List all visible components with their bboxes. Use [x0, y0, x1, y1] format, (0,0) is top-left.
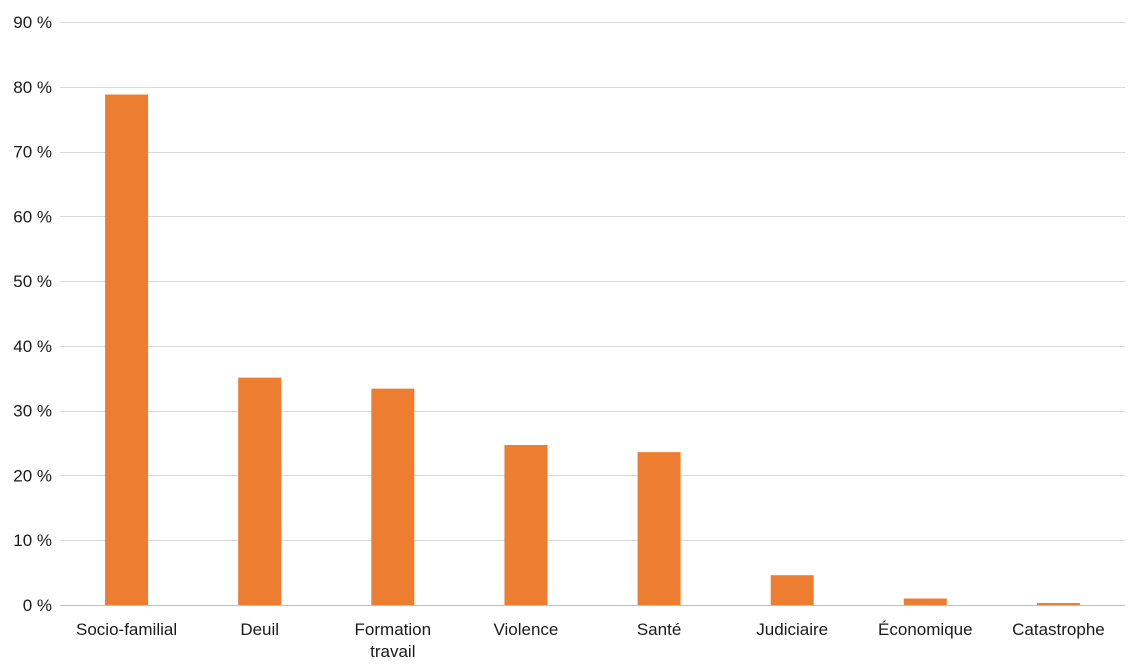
x-tick-label-line: Socio-familial [76, 620, 177, 639]
y-tick-label: 0 % [23, 596, 52, 615]
y-tick-label: 50 % [13, 272, 52, 291]
x-tick-label-line: Catastrophe [1012, 620, 1105, 639]
x-tick-label-line: Économique [878, 620, 973, 639]
x-tick-label-line: Deuil [240, 620, 279, 639]
y-tick-label: 20 % [13, 466, 52, 485]
bar [903, 598, 947, 605]
bar [371, 388, 415, 605]
bar [770, 575, 814, 605]
x-tick-label: Deuil [240, 620, 279, 639]
x-tick-label-line: Judiciaire [756, 620, 828, 639]
y-tick-labels: 0 % 10 % 20 % 30 % 40 % 50 % 60 % 70 % 80 % 90 % [13, 13, 52, 615]
x-tick-label: Socio-familial [76, 620, 177, 639]
bar [637, 452, 681, 605]
x-tick-label: Économique [878, 620, 973, 639]
x-tick-label-line: Santé [637, 620, 681, 639]
x-tick-labels: Socio-familial Deuil Formation travail Viole… [76, 620, 1105, 661]
x-tick-label: Judiciaire [756, 620, 828, 639]
bar [105, 94, 149, 605]
x-tick-label: Catastrophe [1012, 620, 1105, 639]
bars [105, 94, 1080, 605]
bar [238, 377, 282, 605]
x-tick-label-line: Formation [355, 620, 432, 639]
y-tick-label: 10 % [13, 531, 52, 550]
x-tick-label: Formation travail [355, 620, 432, 661]
y-tick-label: 30 % [13, 402, 52, 421]
y-tick-label: 80 % [13, 78, 52, 97]
y-tick-label: 90 % [13, 13, 52, 32]
bar [1036, 603, 1080, 605]
x-tick-label-line: Violence [493, 620, 558, 639]
x-tick-label: Violence [493, 620, 558, 639]
x-tick-label-line: travail [370, 642, 415, 661]
x-tick-label: Santé [637, 620, 681, 639]
gridlines [60, 22, 1125, 541]
y-tick-label: 40 % [13, 337, 52, 356]
bar [504, 444, 548, 605]
y-tick-label: 60 % [13, 207, 52, 226]
y-tick-label: 70 % [13, 143, 52, 162]
